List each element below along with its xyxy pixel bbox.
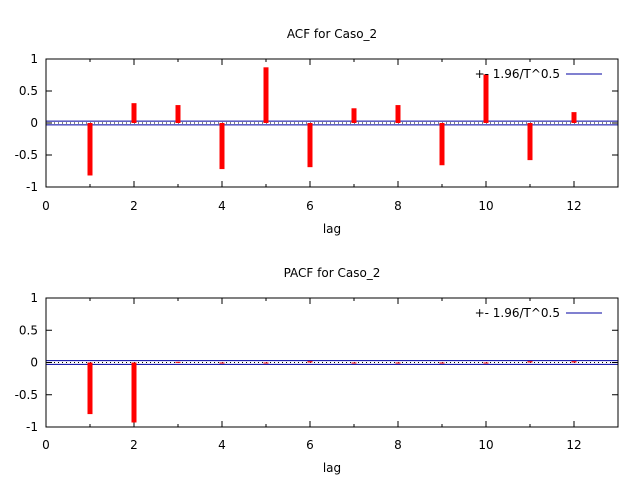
y-tick-label: 0	[30, 356, 38, 370]
y-tick-label: 1	[30, 52, 38, 66]
x-tick-label: 4	[218, 199, 226, 213]
bar-lag-4	[219, 123, 225, 170]
bar-lag-7	[351, 108, 357, 123]
y-tick-label: -0.5	[15, 388, 38, 402]
x-tick-label: 4	[218, 438, 226, 452]
plot-frame	[45, 297, 619, 428]
y-tick-label: -1	[26, 420, 38, 434]
x-tick-label: 6	[306, 199, 314, 213]
x-tick-label: 0	[42, 438, 50, 452]
bar-lag-5	[263, 362, 269, 364]
bar-lag-1	[87, 123, 93, 176]
y-tick-label: 0.5	[19, 84, 38, 98]
bar-lag-5	[263, 67, 269, 123]
x-tick-label: 2	[130, 438, 138, 452]
x-tick-label: 0	[42, 199, 50, 213]
y-tick-label: -1	[26, 180, 38, 194]
bar-lag-3	[175, 361, 181, 363]
x-axis-label: lag	[323, 222, 341, 236]
bar-lag-3	[175, 105, 181, 123]
bar-lag-12	[571, 361, 577, 363]
chart-panel-pacf: PACF for Caso_2-1-0.500.510 2 4 6 8 10 12+- 1.…	[15, 266, 619, 475]
chart-panel-acf: ACF for Caso_2-1-0.500.510 2 4 6 8 10 12+- 1.9…	[15, 27, 619, 236]
y-tick-label: 1	[30, 291, 38, 305]
bar-lag-10	[483, 74, 489, 123]
x-tick-label: 10	[478, 199, 493, 213]
plot-frame	[45, 58, 619, 188]
bar-lag-1	[87, 362, 93, 415]
x-tick-label: 2	[130, 199, 138, 213]
bar-lag-2	[131, 362, 137, 423]
chart-title: ACF for Caso_2	[287, 27, 377, 41]
x-tick-label: 10	[478, 438, 493, 452]
x-tick-label: 12	[566, 438, 581, 452]
x-tick-label: 12	[566, 199, 581, 213]
bar-lag-11	[527, 123, 533, 161]
bar-lag-10	[483, 362, 489, 364]
x-axis-label: lag	[323, 461, 341, 475]
y-tick-label: 0	[30, 116, 38, 130]
bar-lag-11	[527, 361, 533, 363]
y-tick-label: 0.5	[19, 323, 38, 337]
legend-label: +- 1.96/T^0.5	[475, 306, 560, 320]
bar-lag-9	[439, 362, 445, 364]
chart-title: PACF for Caso_2	[284, 266, 381, 280]
bar-lag-12	[571, 112, 577, 123]
bar-lag-6	[307, 361, 313, 363]
y-tick-label: -0.5	[15, 148, 38, 162]
bar-lag-7	[351, 362, 357, 364]
x-tick-label: 6	[306, 438, 314, 452]
bar-lag-8	[395, 105, 401, 123]
bar-lag-2	[131, 103, 137, 123]
x-tick-label: 8	[394, 438, 402, 452]
legend-label: +- 1.96/T^0.5	[475, 67, 560, 81]
bar-lag-8	[395, 362, 401, 364]
bar-lag-9	[439, 123, 445, 166]
x-tick-label: 8	[394, 199, 402, 213]
bar-lag-6	[307, 123, 313, 168]
bar-lag-4	[219, 362, 225, 364]
